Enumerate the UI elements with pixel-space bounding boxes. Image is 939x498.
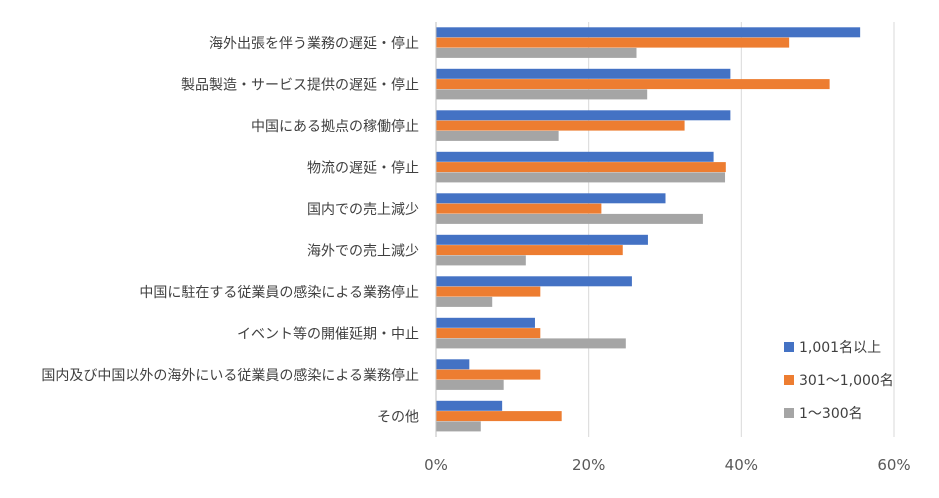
legend-swatch <box>784 342 794 352</box>
category-label: イベント等の開催延期・中止 <box>237 325 419 342</box>
bar <box>436 276 632 287</box>
category-label: 製品製造・サービス提供の遅延・停止 <box>181 76 419 93</box>
bar <box>436 338 626 349</box>
bar <box>436 203 602 214</box>
bar <box>436 130 559 141</box>
x-tick-label: 60% <box>877 456 910 474</box>
legend-label: 1〜300名 <box>799 406 863 422</box>
bar <box>436 193 666 204</box>
bar <box>436 286 541 297</box>
bar <box>436 213 703 224</box>
legend-label: 301〜1,000名 <box>799 373 894 389</box>
bar <box>436 110 731 121</box>
x-tick-labels: 0% 20% 40% 60% <box>424 456 911 474</box>
bar <box>436 68 731 79</box>
bar <box>436 359 470 370</box>
bar <box>436 37 790 48</box>
category-label: 海外での売上減少 <box>307 242 419 259</box>
category-label: 国内及び中国以外の海外にいる従業員の感染による業務停止 <box>41 367 419 384</box>
bar <box>436 317 535 328</box>
x-tick-label: 20% <box>572 456 605 474</box>
category-labels: 海外出張を伴う業務の遅延・停止製品製造・サービス提供の遅延・停止中国にある拠点の… <box>41 35 419 426</box>
bar <box>436 379 504 390</box>
legend-swatch <box>784 408 794 418</box>
bar <box>436 296 493 307</box>
bar <box>436 245 623 256</box>
bar <box>436 400 503 411</box>
category-label: 物流の遅延・停止 <box>307 159 419 176</box>
bar <box>436 162 726 173</box>
category-label: 中国に駐在する従業員の感染による業務停止 <box>139 284 419 301</box>
legend: 1,001名以上 301〜1,000名 1〜300名 <box>784 340 894 422</box>
legend-swatch <box>784 375 794 385</box>
bar <box>436 151 714 162</box>
bar <box>436 89 648 100</box>
bar <box>436 79 830 90</box>
category-label: その他 <box>377 409 419 425</box>
legend-label: 1,001名以上 <box>799 340 881 356</box>
bar <box>436 47 637 58</box>
category-label: 国内での売上減少 <box>307 201 419 218</box>
bar <box>436 411 562 422</box>
bar <box>436 234 648 245</box>
category-label: 中国にある拠点の稼働停止 <box>251 118 419 135</box>
bars <box>436 27 861 432</box>
x-tick-label: 0% <box>424 456 448 474</box>
bar <box>436 172 726 183</box>
bar <box>436 120 685 131</box>
bar <box>436 369 541 380</box>
x-tick-label: 40% <box>725 456 758 474</box>
category-label: 海外出張を伴う業務の遅延・停止 <box>209 35 419 52</box>
bar <box>436 421 481 432</box>
bar <box>436 255 526 266</box>
bar <box>436 328 541 339</box>
bar <box>436 27 861 38</box>
